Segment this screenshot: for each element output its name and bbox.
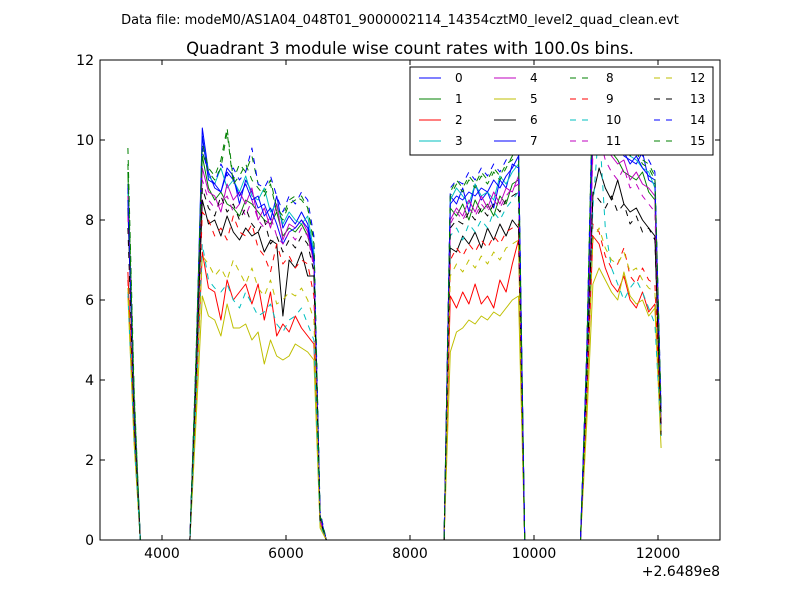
- legend-label-13: 13: [690, 92, 705, 106]
- legend-label-12: 12: [690, 71, 705, 85]
- x-tick-label: 4000: [144, 546, 180, 562]
- y-tick-label: 10: [76, 133, 94, 149]
- legend-label-14: 14: [690, 113, 705, 127]
- legend-label-4: 4: [530, 71, 538, 85]
- legend-label-2: 2: [455, 113, 463, 127]
- y-tick-label: 6: [85, 293, 94, 309]
- series-line-8: [127, 75, 662, 541]
- legend-label-8: 8: [606, 71, 614, 85]
- y-tick-label: 12: [76, 53, 94, 69]
- legend-label-7: 7: [530, 134, 538, 148]
- suptitle: Data file: modeM0/AS1A04_048T01_90000021…: [121, 13, 679, 28]
- legend-label-9: 9: [606, 92, 614, 106]
- x-tick-label: 12000: [636, 546, 681, 562]
- legend-label-5: 5: [530, 92, 538, 106]
- y-tick-label: 4: [85, 373, 94, 389]
- legend-label-6: 6: [530, 113, 538, 127]
- y-tick-label: 8: [85, 213, 94, 229]
- y-tick-label: 0: [85, 533, 94, 549]
- legend-label-1: 1: [455, 92, 463, 106]
- legend-frame: [409, 66, 714, 156]
- x-offset-label: +2.6489e8: [642, 564, 720, 580]
- legend-label-3: 3: [455, 134, 463, 148]
- y-tick-label: 2: [85, 453, 94, 469]
- legend-label-0: 0: [455, 71, 463, 85]
- legend-label-11: 11: [606, 134, 621, 148]
- x-tick-label: 6000: [268, 546, 304, 562]
- x-tick-label: 8000: [392, 546, 428, 562]
- legend-label-10: 10: [606, 113, 621, 127]
- x-tick-label: 10000: [512, 546, 557, 562]
- chart-title: Quadrant 3 module wise count rates with …: [186, 39, 634, 58]
- legend-label-15: 15: [690, 134, 705, 148]
